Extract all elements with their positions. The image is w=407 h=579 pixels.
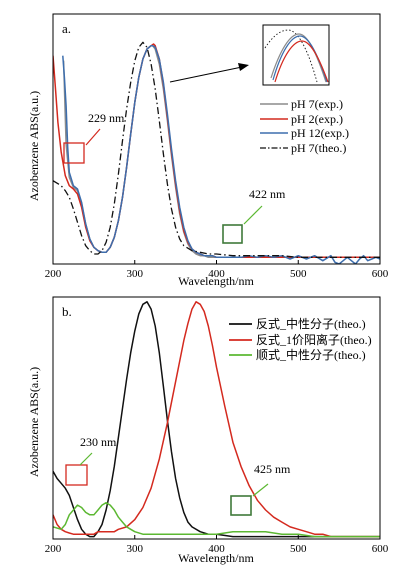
legend-label-trans-neutral: 反式_中性分子(theo.) [256, 316, 366, 331]
panel-b-series-line-3 [53, 501, 380, 538]
panel-a-zoom-arrow [169, 66, 243, 83]
panel-b-x-tick-label: 200 [45, 543, 62, 555]
panel-b-x-tick-label: 400 [208, 543, 225, 555]
panel-a-x-axis-label: Wavelength/nm [178, 274, 254, 288]
panel-b-annotation-230-label: 230 nm [80, 435, 117, 449]
panel-b-x-axis-label: Wavelength/nm [178, 551, 254, 565]
panel-a-peak-inset [262, 24, 330, 86]
panel-a-x-tick-label: 600 [372, 268, 389, 280]
legend-label-ph12-exp: pH 12(exp.) [291, 126, 349, 140]
panel-b-annotation-230-leader [79, 452, 93, 466]
panel-a-annotation-229-label: 229 nm [88, 111, 125, 125]
panel-a-y-axis-label: Azobenzene ABS(a.u.) [27, 91, 41, 201]
legend-label-ph7-theo: pH 7(theo.) [291, 141, 346, 155]
panel-a-inset-curve-ph2 [274, 40, 329, 83]
panel-a-annotation-422-leader [243, 205, 263, 225]
panel-b-annotation-425-label: 425 nm [254, 462, 291, 476]
legend-label-trans-cation: 反式_1价阳离子(theo.) [256, 332, 372, 347]
panel-b-label: b. [62, 304, 72, 319]
panel-b-x-tick-label: 500 [290, 543, 307, 555]
panel-a-x-tick-label: 400 [208, 268, 225, 280]
panel-b-annotation-230-box [65, 464, 88, 486]
legend-label-cis-neutral: 顺式_中性分子(theo.) [256, 347, 366, 362]
panel-a-annotation-229-box [63, 142, 85, 164]
panel-b-y-axis-label: Azobenzene ABS(a.u.) [27, 367, 41, 477]
panel-a-x-tick-label: 500 [290, 268, 307, 280]
panel-a: a. Azobenzene ABS(a.u.) 200 300 400 500 600 … [27, 13, 389, 288]
panel-a-series-group [53, 41, 380, 264]
panel-a-annotation-229-leader [85, 128, 101, 146]
panel-b-x-ticks: 200 300 400 500 600 [45, 535, 389, 555]
panel-a-label: a. [62, 21, 71, 36]
legend-label-ph2-exp: pH 2(exp.) [291, 112, 343, 126]
panel-b: b. Azobenzene ABS(a.u.) 200 300 400 500 600 … [27, 296, 389, 565]
panel-a-inset-curve-ph7 [270, 33, 327, 83]
panel-b-annotation-425-box [230, 495, 252, 516]
panel-b-x-tick-label: 600 [372, 543, 389, 555]
panel-b-x-tick-label: 300 [127, 543, 144, 555]
panel-a-x-ticks: 200 300 400 500 600 [45, 260, 389, 280]
panel-a-series-line-3 [62, 44, 380, 264]
panel-b-annotation-425-leader [252, 483, 269, 497]
panel-a-annotation-422-box [222, 224, 243, 244]
panel-b-series-group [53, 301, 380, 538]
panel-a-x-tick-label: 300 [127, 268, 144, 280]
panel-a-series-line-4 [53, 41, 380, 258]
legend-label-ph7-exp: pH 7(exp.) [291, 97, 343, 111]
panel-a-x-tick-label: 200 [45, 268, 62, 280]
panel-a-zoom-arrowhead [238, 63, 249, 71]
panel-b-series-line-2 [53, 301, 380, 538]
panel-b-legend: 反式_中性分子(theo.) 反式_1价阳离子(theo.) 顺式_中性分子(t… [229, 316, 372, 362]
panel-a-annotation-422-label: 422 nm [249, 187, 286, 201]
panel-a-legend: pH 7(exp.) pH 2(exp.) pH 12(exp.) pH 7(t… [260, 97, 349, 155]
